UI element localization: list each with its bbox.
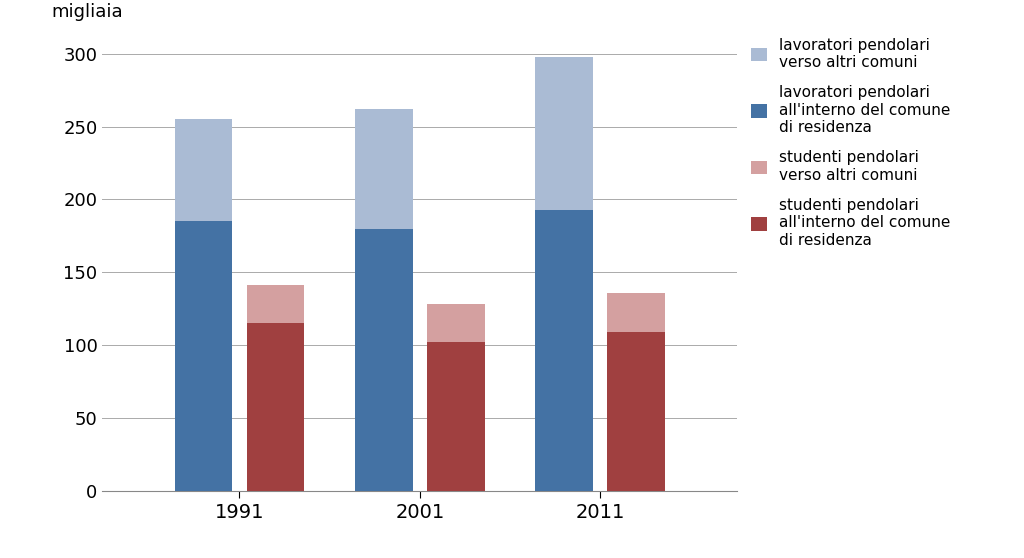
Bar	[427, 305, 484, 342]
Text: migliaia: migliaia	[51, 3, 123, 21]
Bar	[355, 109, 413, 229]
Bar	[607, 293, 666, 332]
Bar	[536, 56, 593, 210]
Bar	[174, 222, 232, 491]
Bar	[536, 210, 593, 491]
Bar	[607, 332, 666, 491]
Bar	[355, 229, 413, 491]
Bar	[247, 286, 304, 324]
Bar	[427, 342, 484, 491]
Bar	[174, 119, 232, 222]
Legend: lavoratori pendolari
verso altri comuni, lavoratori pendolari
all'interno del co: lavoratori pendolari verso altri comuni,…	[752, 37, 950, 248]
Bar	[247, 324, 304, 491]
